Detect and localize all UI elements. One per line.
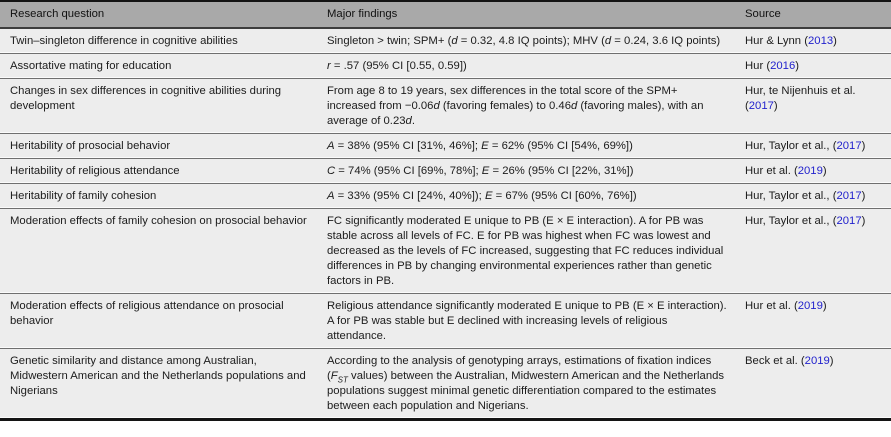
column-header-source: Source: [735, 2, 891, 29]
source-cell: Hur, Taylor et al., (2017): [735, 208, 891, 294]
table-row: Twin–singleton difference in cognitive a…: [0, 28, 891, 54]
question-cell: Heritability of prosocial behavior: [0, 133, 317, 159]
table-body: Twin–singleton difference in cognitive a…: [0, 28, 891, 418]
findings-cell: According to the analysis of genotyping …: [317, 348, 735, 418]
question-cell: Genetic similarity and distance among Au…: [0, 348, 317, 418]
citation-year-link[interactable]: 2019: [797, 299, 823, 312]
findings-cell: r = .57 (95% CI [0.55, 0.59]): [317, 53, 735, 79]
italic-variable: F: [330, 369, 338, 382]
source-cell: Hur (2016): [735, 53, 891, 79]
question-cell: Twin–singleton difference in cognitive a…: [0, 28, 317, 54]
source-cell: Hur, te Nijenhuis et al. (2017): [735, 78, 891, 134]
question-cell: Assortative mating for education: [0, 53, 317, 79]
question-cell: Heritability of family cohesion: [0, 183, 317, 209]
findings-cell: A = 33% (95% CI [24%, 40%]); E = 67% (95…: [317, 183, 735, 209]
italic-variable: E: [481, 139, 489, 152]
source-cell: Hur et al. (2019): [735, 158, 891, 184]
italic-variable: A: [327, 139, 335, 152]
table-row: Heritability of family cohesion A = 33% (…: [0, 183, 891, 209]
findings-cell: Religious attendance significantly moder…: [317, 293, 735, 349]
italic-variable: d: [433, 99, 440, 112]
italic-variable: C: [327, 164, 336, 177]
question-cell: Moderation effects of family cohesion on…: [0, 208, 317, 294]
findings-cell: FC significantly moderated E unique to P…: [317, 208, 735, 294]
table-row: Heritability of prosocial behavior A = 38…: [0, 133, 891, 159]
italic-variable: E: [484, 189, 493, 202]
column-header-research-question: Research question: [0, 2, 317, 29]
source-cell: Hur et al. (2019): [735, 293, 891, 349]
table-row: Assortative mating for education r = .57 …: [0, 53, 891, 79]
research-findings-table: Research question Major findings Source …: [0, 2, 891, 418]
citation-year-link[interactable]: 2019: [797, 164, 823, 177]
source-cell: Beck et al. (2019): [735, 348, 891, 418]
subscript-text: ST: [337, 374, 348, 384]
citation-year-link[interactable]: 2017: [836, 214, 862, 227]
source-cell: Hur, Taylor et al., (2017): [735, 133, 891, 159]
italic-variable: d: [604, 34, 612, 47]
citation-year-link[interactable]: 2017: [836, 139, 862, 152]
source-cell: Hur & Lynn (2013): [735, 28, 891, 54]
italic-variable: d: [405, 114, 412, 127]
findings-cell: Singleton > twin; SPM+ (d = 0.32, 4.8 IQ…: [317, 28, 735, 54]
citation-year-link[interactable]: 2013: [808, 34, 834, 47]
italic-variable: E: [481, 164, 490, 177]
question-cell: Changes in sex differences in cognitive …: [0, 78, 317, 134]
citation-year-link[interactable]: 2019: [804, 354, 830, 367]
italic-variable: r: [327, 59, 331, 72]
findings-cell: C = 74% (95% CI [69%, 78%]; E = 26% (95%…: [317, 158, 735, 184]
table-header-row: Research question Major findings Source: [0, 2, 891, 29]
table-row: Changes in sex differences in cognitive …: [0, 78, 891, 134]
source-cell: Hur, Taylor et al., (2017): [735, 183, 891, 209]
table-row: Moderation effects of religious attendan…: [0, 293, 891, 349]
question-cell: Heritability of religious attendance: [0, 158, 317, 184]
column-header-major-findings: Major findings: [317, 2, 735, 29]
table-frame: Research question Major findings Source …: [0, 0, 891, 421]
italic-variable: d: [570, 99, 578, 112]
findings-cell: A = 38% (95% CI [31%, 46%]; E = 62% (95%…: [317, 133, 735, 159]
citation-year-link[interactable]: 2017: [748, 99, 774, 112]
citation-year-link[interactable]: 2016: [770, 59, 796, 72]
italic-variable: A: [327, 189, 335, 202]
citation-year-link[interactable]: 2017: [836, 189, 862, 202]
table-row: Moderation effects of family cohesion on…: [0, 208, 891, 294]
findings-cell: From age 8 to 19 years, sex differences …: [317, 78, 735, 134]
italic-variable: d: [451, 34, 458, 47]
table-row: Genetic similarity and distance among Au…: [0, 348, 891, 418]
question-cell: Moderation effects of religious attendan…: [0, 293, 317, 349]
table-row: Heritability of religious attendance C = …: [0, 158, 891, 184]
